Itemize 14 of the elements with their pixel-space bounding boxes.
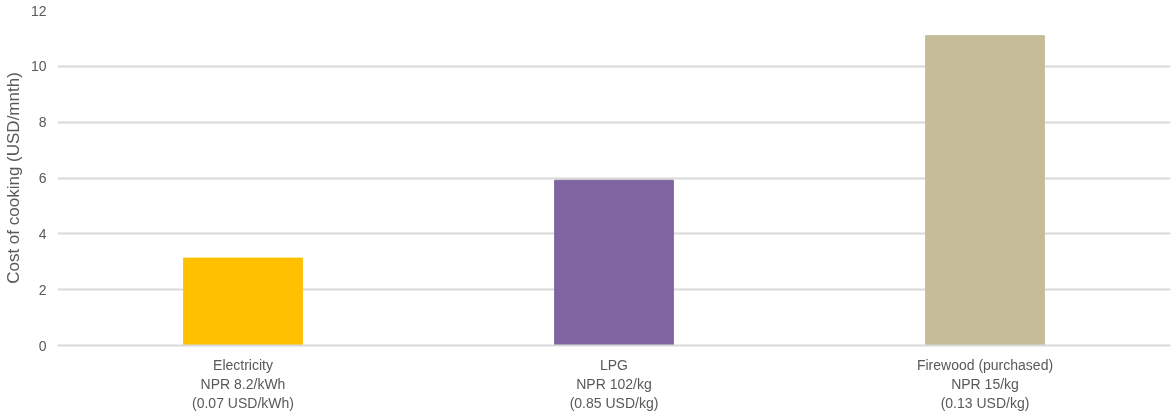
x-tick-label: Firewood (purchased) NPR 15/kg (0.13 USD/kg) [916,356,1054,411]
y-tick-label: 4 [38,225,47,242]
y-tick-label: 8 [38,114,47,131]
y-tick-label: 6 [38,170,47,186]
y-tick-label: 10 [30,58,47,75]
bar [925,35,1045,346]
x-tick-label: Electricity NPR 8.2/kWh (0.07 USD/kWh) [192,356,294,411]
y-tick-label: 0 [38,337,47,354]
y-tick-label: 12 [30,2,47,19]
y-tick-label: 2 [38,281,47,298]
x-tick-label: LPG NPR 102/kg (0.85 USD/kg) [569,356,659,411]
bar [183,257,303,346]
bar [554,179,674,346]
y-axis-title: Cost of cooking (USD/mnth) [3,72,23,284]
